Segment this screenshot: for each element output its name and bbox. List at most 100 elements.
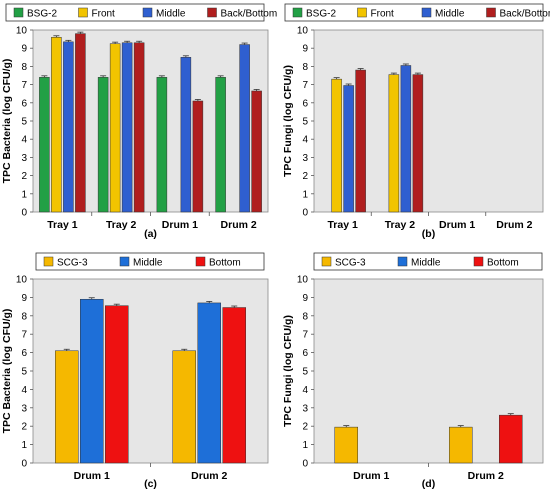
bar-middle-drum-1 — [180, 57, 192, 213]
panel-label: (a) — [144, 228, 157, 240]
bar-middle-tray-1 — [343, 85, 354, 213]
y-tick-label: 8 — [302, 62, 308, 73]
legend — [5, 3, 265, 22]
y-tick-label: 2 — [302, 171, 308, 182]
bar-front-tray-2 — [109, 43, 121, 213]
legend — [313, 252, 543, 271]
y-tick-label: 4 — [302, 385, 308, 396]
bar-middle-tray-1 — [63, 41, 74, 213]
y-tick-label: 6 — [21, 348, 27, 359]
legend-label: Middle — [411, 258, 441, 269]
y-tick-label: 5 — [21, 367, 27, 378]
y-tick-label: 0 — [21, 208, 27, 219]
legend-label: Middle — [156, 9, 186, 20]
bar-back-bottom-tray-2 — [412, 74, 424, 213]
legend-swatch — [321, 256, 332, 267]
bar-front-tray-1 — [51, 37, 62, 213]
bar-bottom-drum-2 — [499, 414, 523, 464]
y-tick-label: 6 — [21, 98, 27, 109]
y-tick-label: 2 — [302, 422, 308, 433]
y-tick-label: 5 — [21, 117, 27, 128]
y-tick-label: 9 — [21, 44, 27, 55]
legend-label: Front — [371, 9, 395, 20]
y-tick-label: 8 — [21, 62, 27, 73]
bar-back-bottom-tray-2 — [133, 42, 145, 213]
y-tick-label: 7 — [21, 330, 27, 341]
bar-bsg-2-drum-2 — [215, 77, 226, 213]
y-tick-label: 10 — [16, 275, 28, 286]
x-tick-label: Drum 1 — [74, 470, 110, 482]
y-tick-label: 6 — [302, 348, 308, 359]
legend-swatch — [43, 256, 54, 267]
legend-swatch — [142, 7, 153, 18]
bar-middle-drum-2 — [239, 44, 250, 213]
y-tick-label: 4 — [21, 135, 27, 146]
legend-label: BSG-2 — [306, 9, 336, 20]
bar-middle-tray-2 — [121, 42, 133, 213]
y-tick-label: 10 — [297, 26, 309, 37]
x-tick-label: Drum 1 — [162, 219, 198, 231]
legend-swatch — [421, 7, 432, 18]
chart-panel-1: 0 1 2 3 4 5 6 7 8 9 10 TPC Bacteria (log CFU/g) Tray… — [1, 3, 278, 240]
legend-swatch — [13, 7, 24, 18]
legend-swatch — [119, 256, 130, 267]
bar-middle-drum-1 — [80, 298, 104, 464]
legend-label: Back/Bottom — [221, 9, 278, 20]
x-tick-label: Drum 2 — [496, 219, 532, 231]
x-tick-label: Tray 2 — [106, 219, 137, 231]
y-tick-label: 3 — [302, 403, 308, 414]
x-tick-label: Drum 2 — [468, 470, 504, 482]
bar-back-bottom-drum-2 — [251, 90, 262, 213]
legend-label: SCG-3 — [335, 258, 366, 269]
bar-middle-tray-2 — [400, 65, 412, 213]
chart-panel-4: 0 1 2 3 4 5 6 7 8 9 10 TPC Fungi (log CFU/g) Drum 1 D… — [282, 252, 544, 490]
y-tick-label: 1 — [21, 440, 27, 451]
x-tick-label: Tray 1 — [47, 219, 78, 231]
y-tick-label: 6 — [302, 98, 308, 109]
legend-label: Back/Bottom — [500, 9, 550, 20]
y-tick-label: 8 — [21, 311, 27, 322]
bar-bsg-2-drum-1 — [156, 77, 168, 213]
bar-back-bottom-tray-1 — [355, 69, 366, 213]
y-tick-label: 7 — [21, 80, 27, 91]
bar-scg-3-drum-2 — [449, 426, 473, 464]
y-tick-label: 3 — [21, 153, 27, 164]
legend-swatch — [78, 7, 88, 18]
y-tick-label: 8 — [302, 311, 308, 322]
y-tick-label: 4 — [302, 135, 308, 146]
bar-scg-3-drum-1 — [55, 350, 79, 464]
x-tick-label: Drum 2 — [191, 470, 227, 482]
y-tick-label: 7 — [302, 80, 308, 91]
legend-label: Bottom — [487, 258, 519, 269]
y-axis-title: TPC Bacteria (log CFU/g) — [1, 59, 13, 184]
y-tick-label: 1 — [302, 440, 308, 451]
legend-label: Bottom — [209, 258, 241, 269]
chart-panel-2: 0 1 2 3 4 5 6 7 8 9 10 TPC Fungi (log CFU/g) Tray 1 T… — [282, 3, 550, 240]
bar-middle-drum-2 — [197, 302, 221, 464]
y-tick-label: 2 — [21, 171, 27, 182]
y-tick-label: 0 — [302, 459, 308, 470]
legend-swatch — [195, 256, 206, 267]
legend-label: Middle — [435, 9, 465, 20]
y-tick-label: 10 — [16, 26, 28, 37]
y-axis-title: TPC Bacteria (log CFU/g) — [1, 309, 13, 434]
y-axis-title: TPC Fungi (log CFU/g) — [282, 65, 294, 177]
bar-scg-3-drum-1 — [334, 426, 358, 464]
x-tick-label: Drum 2 — [221, 219, 257, 231]
bar-front-tray-1 — [331, 78, 342, 213]
y-tick-label: 3 — [302, 153, 308, 164]
y-tick-label: 9 — [302, 293, 308, 304]
legend-label: Front — [92, 9, 116, 20]
legend-swatch — [207, 7, 217, 18]
y-tick-label: 4 — [21, 385, 27, 396]
legend — [35, 252, 265, 271]
y-tick-label: 10 — [297, 275, 309, 286]
bar-bsg-2-tray-2 — [97, 77, 109, 213]
bar-bottom-drum-1 — [105, 305, 129, 464]
y-tick-label: 2 — [21, 422, 27, 433]
y-tick-label: 5 — [302, 367, 308, 378]
y-tick-label: 0 — [302, 208, 308, 219]
bar-bottom-drum-2 — [222, 307, 246, 464]
x-tick-label: Tray 1 — [327, 219, 358, 231]
